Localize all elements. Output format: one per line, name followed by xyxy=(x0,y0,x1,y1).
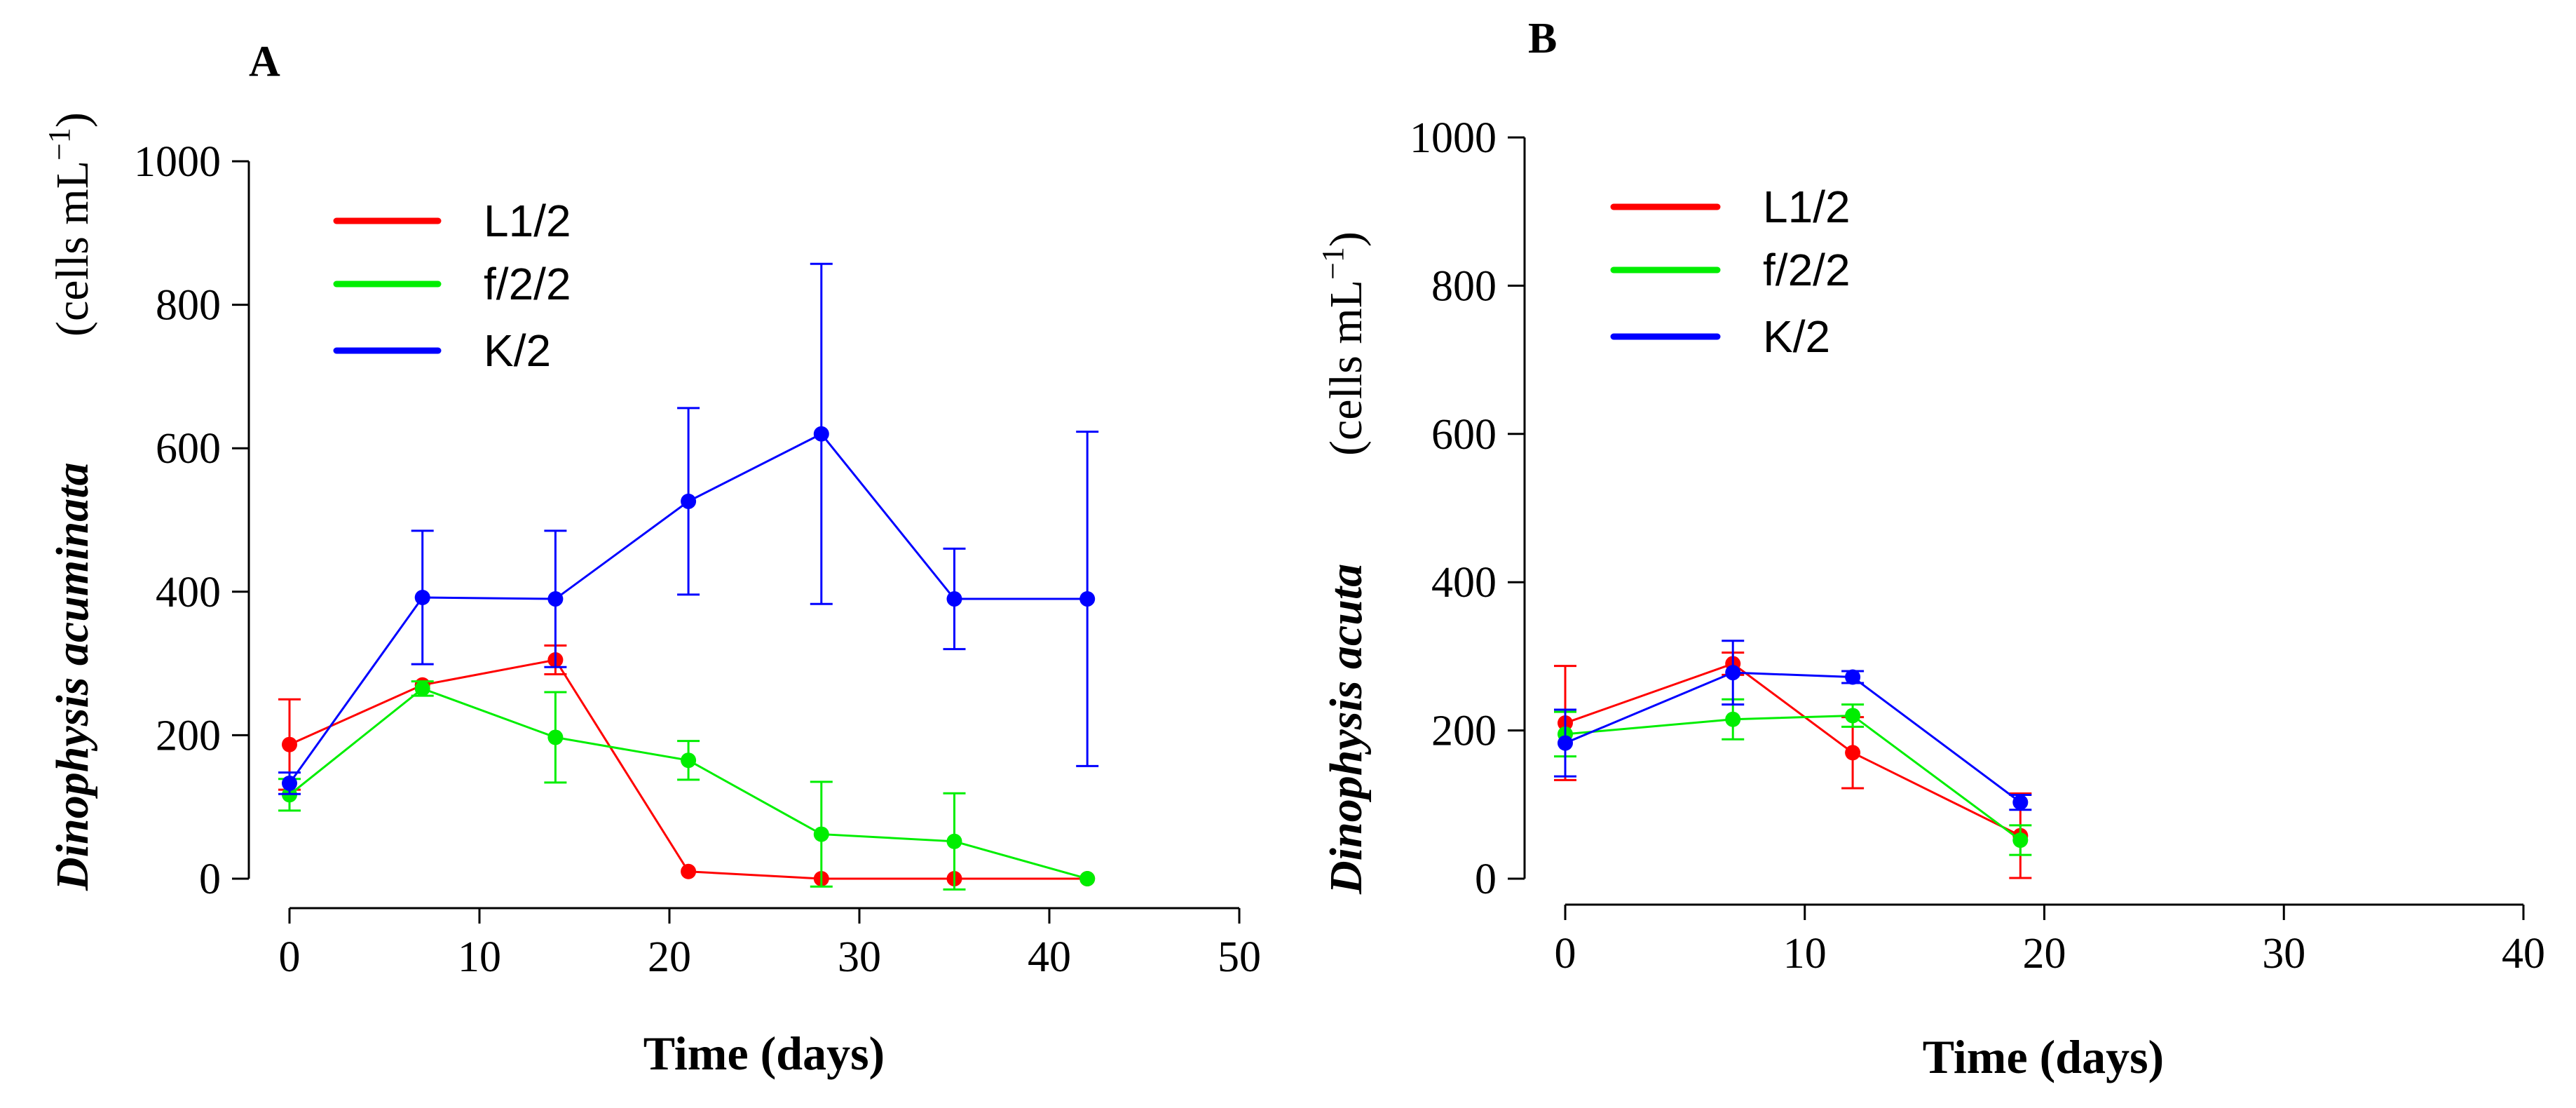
panel-b-plot-area: 0 200 400 600 800 1000 0 10 20 30 40 xyxy=(1410,114,2545,978)
panel-a-y-axis-units: (cells mL−1) xyxy=(42,112,98,337)
panel-b-y-label-genus: Dinophysis xyxy=(1321,669,1372,895)
panel-b-data-point xyxy=(1845,745,1861,761)
panel-a-data-point xyxy=(547,591,564,607)
panel-b-legend-label: f/2/2 xyxy=(1763,245,1851,295)
panel-a-y-units-close: ) xyxy=(47,112,98,128)
panel-a-y-tick-label: 1000 xyxy=(134,138,221,186)
panel-b-data-point xyxy=(1725,711,1741,727)
panel-a-legend-label: K/2 xyxy=(484,325,551,376)
panel-b-x-tick-label: 20 xyxy=(2023,930,2066,978)
panel-a-data-point xyxy=(1079,871,1096,886)
panel-a-y-tick-label: 600 xyxy=(156,425,221,473)
panel-b-y-tick-label: 400 xyxy=(1431,559,1497,607)
panel-a-data-point xyxy=(681,493,697,509)
panel-a-legend-label: f/2/2 xyxy=(484,259,571,309)
panel-a-y-tick-label: 800 xyxy=(156,282,221,330)
panel-b-data-point xyxy=(1558,735,1573,751)
panel-a-data-point xyxy=(946,591,962,607)
panel-b-legend-label: K/2 xyxy=(1763,311,1830,362)
panel-b-series-K-2 xyxy=(1554,640,2032,811)
panel-b-data-point xyxy=(1725,665,1741,681)
panel-b-series-line xyxy=(1565,714,2022,842)
panel-a-legend-label: L1/2 xyxy=(484,196,571,246)
panel-a-x-tick-label: 30 xyxy=(838,933,881,981)
panel-a-data-point xyxy=(547,729,564,745)
panel-a-data-point xyxy=(1079,591,1096,607)
panel-b-y-axis-units: (cells mL−1) xyxy=(1316,231,1372,456)
panel-a-series-K-2 xyxy=(278,262,1099,795)
panel-a-data-point xyxy=(946,833,962,849)
panel-b: B 0 200 400 600 800 1000 0 10 20 30 40 Time (days)… xyxy=(1316,15,2545,1083)
panel-b-data-point xyxy=(2012,795,2029,811)
panel-b-data-point xyxy=(1845,708,1861,724)
panel-a-y-label-species: acuminata xyxy=(47,462,98,666)
panel-a-data-point xyxy=(282,775,297,791)
panel-b-y-tick-label: 1000 xyxy=(1410,114,1497,162)
panel-b-series-f-2-2 xyxy=(1554,698,2032,856)
panel-a-x-tick-label: 20 xyxy=(648,933,691,981)
panel-a-data-point xyxy=(813,826,829,842)
panel-b-x-tick-label: 30 xyxy=(2262,930,2305,978)
panel-a-data-point xyxy=(414,589,430,605)
panel-a-plot-area: 0 200 400 600 800 1000 0 10 20 30 40 50 xyxy=(134,138,1261,981)
panel-a-x-tick-label: 40 xyxy=(1028,933,1071,981)
panel-b-data-point xyxy=(2012,832,2029,849)
panel-b-label: B xyxy=(1528,15,1557,62)
panel-a-series-f-2-2 xyxy=(278,680,1096,891)
panel-a-data-point xyxy=(414,680,430,696)
panel-b-y-tick-label: 0 xyxy=(1475,856,1497,903)
panel-b-x-tick-label: 10 xyxy=(1783,930,1827,978)
panel-b-y-tick-label: 200 xyxy=(1431,708,1497,755)
panel-a-y-units-text: (cells mL xyxy=(47,161,98,337)
panel-a-data-point xyxy=(681,863,697,879)
panel-b-x-tick-label: 0 xyxy=(1555,930,1576,978)
panel-b-series-L1-2 xyxy=(1554,651,2032,879)
panel-a-y-label-genus: Dinophysis xyxy=(47,666,98,891)
panel-b-y-units-text: (cells mL xyxy=(1321,280,1372,456)
panel-a-y-axis-label: Dinophysis acuminata xyxy=(47,462,98,891)
panel-a-x-tick-label: 0 xyxy=(279,933,301,981)
panel-a-x-axis-label: Time (days) xyxy=(643,1027,885,1080)
panel-b-data-point xyxy=(1845,669,1861,685)
panel-b-y-units-exp: −1 xyxy=(1316,247,1350,280)
panel-b-y-units-close: ) xyxy=(1321,231,1372,247)
panel-b-series-line xyxy=(1565,662,2021,837)
panel-a-data-point xyxy=(282,736,297,752)
panel-a-data-point xyxy=(681,752,697,769)
panel-a-series-line xyxy=(289,687,1088,880)
panel-b-y-tick-label: 800 xyxy=(1431,262,1497,310)
panel-b-legend-label: L1/2 xyxy=(1763,182,1851,232)
panel-b-y-tick-label: 600 xyxy=(1431,411,1497,459)
panel-a-legend: L1/2 f/2/2 K/2 xyxy=(333,196,571,376)
panel-b-y-axis-label: Dinophysis acuta xyxy=(1321,564,1372,895)
panel-b-y-label-species: acuta xyxy=(1321,564,1372,669)
panel-a-data-point xyxy=(813,426,829,442)
panel-b-x-tick-label: 40 xyxy=(2502,930,2545,978)
panel-a: A 0 200 400 600 800 1000 0 10 20 30 40 50 Time (day… xyxy=(42,38,1261,1080)
panel-b-legend: L1/2 f/2/2 K/2 xyxy=(1610,182,1851,362)
panel-a-label: A xyxy=(249,38,280,86)
panel-a-y-units-exp: −1 xyxy=(42,128,76,161)
panel-a-y-tick-label: 200 xyxy=(156,712,221,759)
panel-a-y-tick-label: 0 xyxy=(199,856,221,903)
panel-b-series-line xyxy=(1565,671,2022,804)
panel-a-y-tick-label: 400 xyxy=(156,569,221,616)
panel-a-x-tick-label: 50 xyxy=(1218,933,1261,981)
panel-a-x-tick-label: 10 xyxy=(458,933,501,981)
panel-b-x-axis-label: Time (days) xyxy=(1923,1030,2164,1083)
